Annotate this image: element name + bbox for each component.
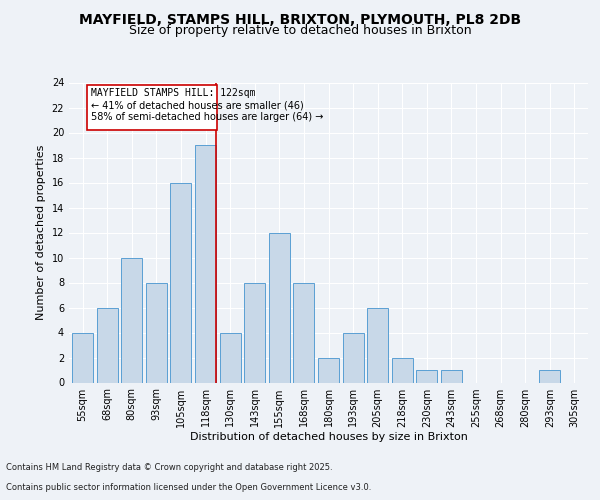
Text: MAYFIELD, STAMPS HILL, BRIXTON, PLYMOUTH, PL8 2DB: MAYFIELD, STAMPS HILL, BRIXTON, PLYMOUTH… xyxy=(79,12,521,26)
Bar xyxy=(343,332,364,382)
Bar xyxy=(88,85,217,130)
Bar xyxy=(244,282,265,382)
X-axis label: Distribution of detached houses by size in Brixton: Distribution of detached houses by size … xyxy=(190,432,467,442)
Bar xyxy=(441,370,462,382)
Bar xyxy=(72,332,93,382)
Text: 58% of semi-detached houses are larger (64) →: 58% of semi-detached houses are larger (… xyxy=(91,112,323,122)
Bar xyxy=(318,358,339,382)
Text: Contains HM Land Registry data © Crown copyright and database right 2025.: Contains HM Land Registry data © Crown c… xyxy=(6,464,332,472)
Text: ← 41% of detached houses are smaller (46): ← 41% of detached houses are smaller (46… xyxy=(91,100,304,110)
Text: Size of property relative to detached houses in Brixton: Size of property relative to detached ho… xyxy=(128,24,472,37)
Bar xyxy=(97,308,118,382)
Bar xyxy=(220,332,241,382)
Bar xyxy=(195,145,216,382)
Bar xyxy=(539,370,560,382)
Bar xyxy=(367,308,388,382)
Bar xyxy=(293,282,314,382)
Bar xyxy=(170,182,191,382)
Y-axis label: Number of detached properties: Number of detached properties xyxy=(36,145,46,320)
Bar xyxy=(392,358,413,382)
Text: Contains public sector information licensed under the Open Government Licence v3: Contains public sector information licen… xyxy=(6,484,371,492)
Bar xyxy=(416,370,437,382)
Bar xyxy=(121,258,142,382)
Text: MAYFIELD STAMPS HILL: 122sqm: MAYFIELD STAMPS HILL: 122sqm xyxy=(91,88,256,98)
Bar xyxy=(269,232,290,382)
Bar xyxy=(146,282,167,382)
